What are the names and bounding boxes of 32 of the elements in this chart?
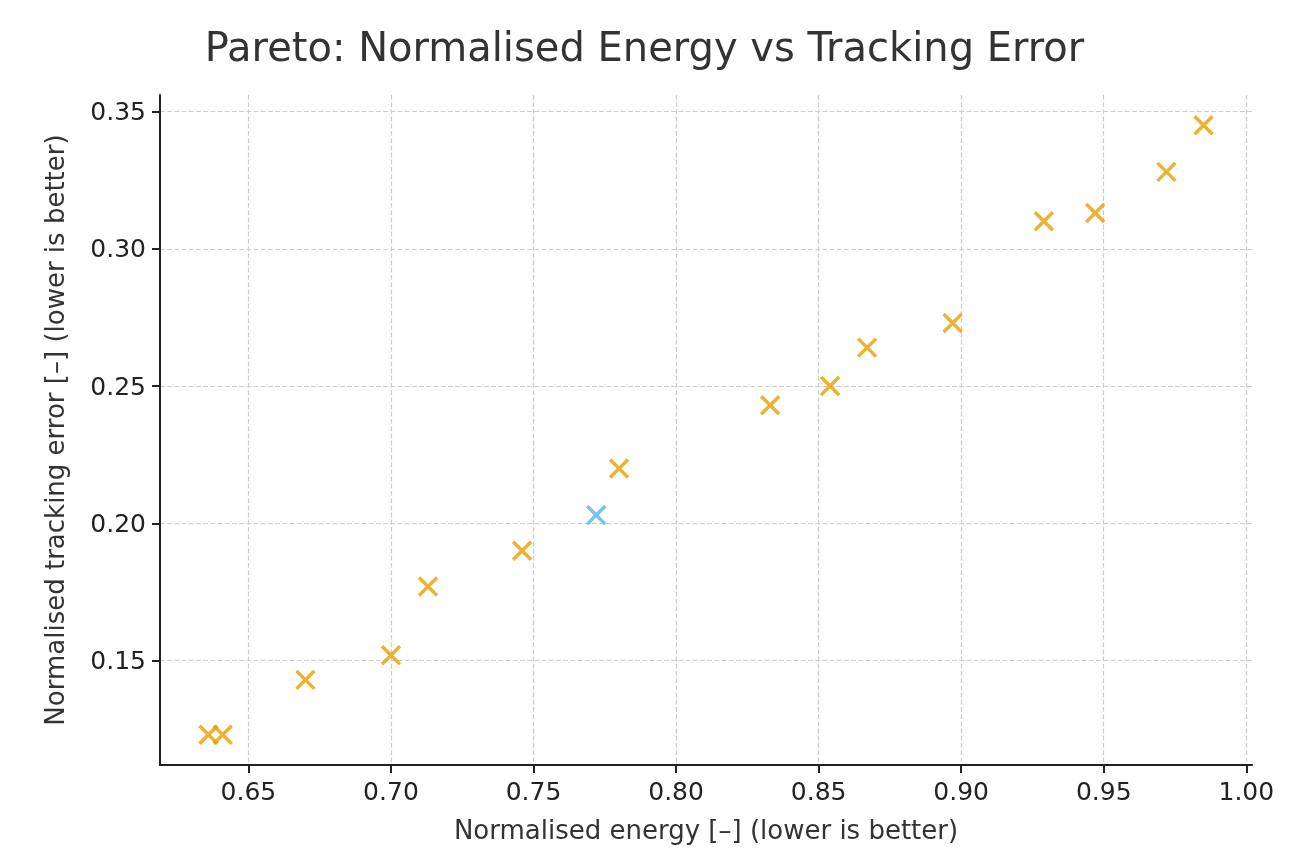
point (819, 375, 841, 397)
x-tick-label: 0.75 (505, 777, 562, 806)
point (380, 644, 402, 666)
y-tick-label: 0.35 (90, 96, 146, 126)
y-axis-title: Normalised tracking error [–] (lower is better) (40, 134, 70, 726)
point (941, 312, 964, 334)
point (1033, 210, 1055, 233)
point (197, 724, 220, 746)
point (1192, 114, 1215, 136)
point (608, 457, 630, 480)
x-tick-label: 0.65 (220, 777, 277, 806)
point (585, 504, 607, 526)
y-tick-label: 0.20 (90, 508, 146, 538)
x-tick-label: 0.85 (790, 777, 847, 806)
chart-title: Pareto: Normalised Energy vs Tracking Error (204, 24, 1085, 70)
point (294, 669, 317, 691)
point (511, 540, 533, 562)
x-tick-label: 0.90 (933, 777, 990, 806)
x-tick-label: 1.00 (1218, 777, 1275, 806)
point (1155, 161, 1178, 183)
y-tick-label: 0.30 (90, 234, 146, 264)
x-tick-label: 0.80 (648, 777, 704, 806)
point (1084, 202, 1106, 224)
point (211, 724, 234, 746)
x-tick-label: 0.70 (363, 777, 419, 806)
y-tick-label: 0.25 (90, 371, 146, 401)
x-axis-title: Normalised energy [–] (lower is better) (453, 815, 959, 845)
point (856, 336, 878, 359)
x-tick-label: 0.95 (1075, 777, 1132, 806)
point (759, 394, 781, 417)
y-tick-label: 0.15 (90, 646, 146, 676)
point (417, 575, 439, 598)
